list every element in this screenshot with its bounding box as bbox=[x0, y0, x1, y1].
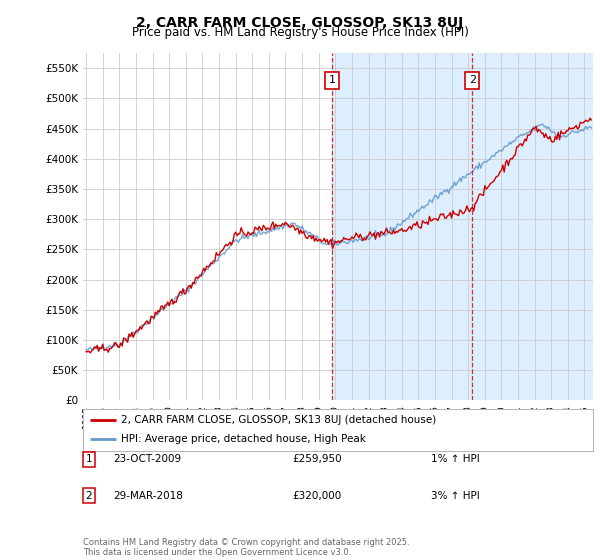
Text: 3% ↑ HPI: 3% ↑ HPI bbox=[431, 491, 479, 501]
Text: £259,950: £259,950 bbox=[293, 454, 343, 464]
Text: 2, CARR FARM CLOSE, GLOSSOP, SK13 8UJ (detached house): 2, CARR FARM CLOSE, GLOSSOP, SK13 8UJ (d… bbox=[121, 415, 436, 425]
Text: HPI: Average price, detached house, High Peak: HPI: Average price, detached house, High… bbox=[121, 435, 366, 445]
Bar bbox=[472, 53, 593, 400]
Text: 2, CARR FARM CLOSE, GLOSSOP, SK13 8UJ: 2, CARR FARM CLOSE, GLOSSOP, SK13 8UJ bbox=[136, 16, 464, 30]
Text: 1: 1 bbox=[85, 454, 92, 464]
Text: 1: 1 bbox=[329, 76, 335, 85]
Text: 23-OCT-2009: 23-OCT-2009 bbox=[113, 454, 181, 464]
Text: £320,000: £320,000 bbox=[293, 491, 342, 501]
Text: Price paid vs. HM Land Registry's House Price Index (HPI): Price paid vs. HM Land Registry's House … bbox=[131, 26, 469, 39]
Text: Contains HM Land Registry data © Crown copyright and database right 2025.
This d: Contains HM Land Registry data © Crown c… bbox=[83, 538, 409, 557]
Text: 2: 2 bbox=[85, 491, 92, 501]
Text: 29-MAR-2018: 29-MAR-2018 bbox=[113, 491, 182, 501]
Text: 1% ↑ HPI: 1% ↑ HPI bbox=[431, 454, 479, 464]
Bar bbox=[332, 53, 472, 400]
Text: 2: 2 bbox=[469, 76, 476, 85]
